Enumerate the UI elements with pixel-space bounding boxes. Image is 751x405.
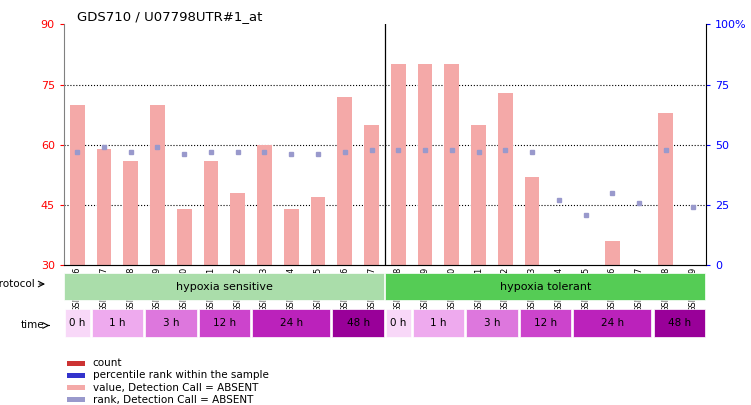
Bar	[70, 104, 85, 265]
Text: percentile rank within the sample: percentile rank within the sample	[92, 371, 269, 380]
Text: 3 h: 3 h	[163, 318, 179, 328]
Text: value, Detection Call = ABSENT: value, Detection Call = ABSENT	[92, 383, 258, 392]
Bar	[199, 309, 250, 337]
Bar	[252, 309, 330, 337]
Bar	[445, 64, 459, 265]
Bar	[386, 309, 411, 337]
Text: 1 h: 1 h	[109, 318, 125, 328]
Bar	[413, 309, 464, 337]
Bar	[653, 309, 705, 337]
Bar	[123, 161, 138, 265]
Text: 48 h: 48 h	[346, 318, 369, 328]
Text: 48 h: 48 h	[668, 318, 691, 328]
Bar	[257, 145, 272, 265]
Bar	[231, 193, 245, 265]
Text: hypoxia tolerant: hypoxia tolerant	[499, 281, 591, 292]
Text: 24 h: 24 h	[601, 318, 624, 328]
Bar	[471, 125, 486, 265]
Text: 3 h: 3 h	[484, 318, 500, 328]
Text: hypoxia sensitive: hypoxia sensitive	[176, 281, 273, 292]
Bar	[311, 197, 325, 265]
Text: 1 h: 1 h	[430, 318, 447, 328]
Bar	[67, 373, 85, 378]
Bar	[525, 177, 539, 265]
Bar	[605, 241, 620, 265]
Bar	[573, 309, 651, 337]
Text: 12 h: 12 h	[534, 318, 557, 328]
Bar	[418, 64, 433, 265]
Text: 24 h: 24 h	[279, 318, 303, 328]
Text: rank, Detection Call = ABSENT: rank, Detection Call = ABSENT	[92, 394, 253, 405]
Bar	[150, 104, 164, 265]
Text: 0 h: 0 h	[69, 318, 86, 328]
Bar	[284, 209, 299, 265]
Bar	[97, 149, 111, 265]
Bar	[520, 309, 571, 337]
Bar	[65, 309, 89, 337]
Bar	[67, 385, 85, 390]
Bar	[337, 97, 352, 265]
Bar	[333, 309, 384, 337]
Text: count: count	[92, 358, 122, 369]
Text: protocol: protocol	[0, 279, 35, 289]
Bar	[364, 125, 379, 265]
Text: GDS710 / U07798UTR#1_at: GDS710 / U07798UTR#1_at	[77, 10, 262, 23]
Bar	[659, 113, 673, 265]
Text: time: time	[21, 320, 45, 330]
Bar	[204, 161, 219, 265]
Bar	[498, 93, 513, 265]
Text: 0 h: 0 h	[390, 318, 406, 328]
Text: 12 h: 12 h	[213, 318, 236, 328]
Bar	[391, 64, 406, 265]
Bar	[65, 273, 385, 300]
Bar	[177, 209, 192, 265]
Bar	[466, 309, 517, 337]
Bar	[67, 361, 85, 366]
Bar	[67, 397, 85, 402]
Bar	[92, 309, 143, 337]
Bar	[145, 309, 197, 337]
Bar	[385, 273, 705, 300]
